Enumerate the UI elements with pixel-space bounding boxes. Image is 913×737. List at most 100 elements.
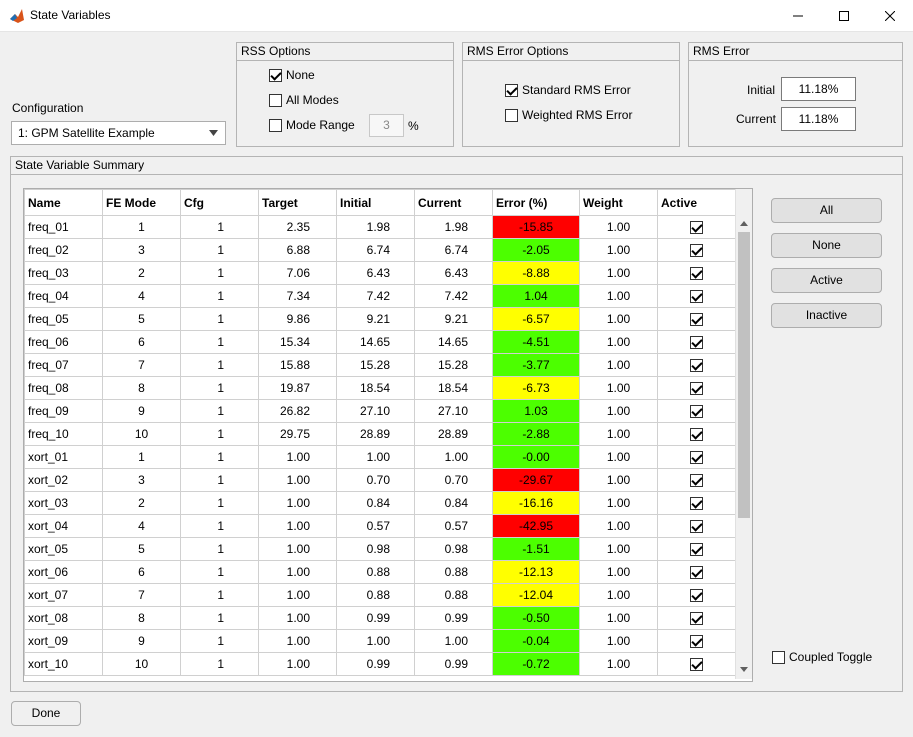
rss-none-checkbox[interactable] — [269, 69, 282, 82]
mode-range-value: 3 — [383, 118, 390, 132]
configuration-dropdown[interactable]: 1: GPM Satellite Example — [11, 121, 226, 145]
table-row[interactable]: xort_08 8 1 1.00 0.99 0.99 -0.50 1.00 — [24, 606, 736, 630]
cell-cfg: 1 — [180, 652, 259, 676]
cell-cfg: 1 — [180, 215, 259, 239]
active-checkbox[interactable] — [690, 635, 703, 649]
cell-weight: 1.00 — [579, 629, 658, 653]
active-checkbox[interactable] — [690, 336, 703, 350]
active-checkbox[interactable] — [690, 428, 703, 442]
column-header[interactable]: Target — [258, 189, 337, 216]
cell-weight: 1.00 — [579, 376, 658, 400]
column-header[interactable]: FE Mode — [102, 189, 181, 216]
active-checkbox[interactable] — [690, 244, 703, 258]
table-row[interactable]: xort_03 2 1 1.00 0.84 0.84 -16.16 1.00 — [24, 491, 736, 515]
select-none-button[interactable]: None — [771, 233, 882, 258]
column-header[interactable]: Error (%) — [492, 189, 580, 216]
table-row[interactable]: xort_07 7 1 1.00 0.88 0.88 -12.04 1.00 — [24, 583, 736, 607]
table-row[interactable]: xort_10 10 1 1.00 0.99 0.99 -0.72 1.00 — [24, 652, 736, 676]
rms-error-panel: RMS Error Initial 11.18% Current 11.18% — [688, 42, 903, 147]
column-header[interactable]: Current — [414, 189, 493, 216]
active-checkbox[interactable] — [690, 497, 703, 511]
weighted-rms-checkbox[interactable] — [505, 109, 518, 122]
scroll-down-icon[interactable] — [740, 667, 748, 672]
table-row[interactable]: freq_03 2 1 7.06 6.43 6.43 -8.88 1.00 — [24, 261, 736, 285]
active-checkbox[interactable] — [690, 221, 703, 235]
column-header[interactable]: Active — [657, 189, 736, 216]
cell-name: xort_10 — [24, 652, 103, 676]
column-header[interactable]: Cfg — [180, 189, 259, 216]
table-row[interactable]: xort_02 3 1 1.00 0.70 0.70 -29.67 1.00 — [24, 468, 736, 492]
cell-initial: 6.43 — [336, 261, 415, 285]
table-row[interactable]: xort_06 6 1 1.00 0.88 0.88 -12.13 1.00 — [24, 560, 736, 584]
table-row[interactable]: freq_08 8 1 19.87 18.54 18.54 -6.73 1.00 — [24, 376, 736, 400]
active-checkbox[interactable] — [690, 589, 703, 603]
table-row[interactable]: freq_02 3 1 6.88 6.74 6.74 -2.05 1.00 — [24, 238, 736, 262]
cell-current: 1.98 — [414, 215, 493, 239]
cell-active — [657, 491, 736, 515]
cell-initial: 0.98 — [336, 537, 415, 561]
table-row[interactable]: freq_04 4 1 7.34 7.42 7.42 1.04 1.00 — [24, 284, 736, 308]
active-checkbox[interactable] — [690, 313, 703, 327]
cell-error: -2.05 — [492, 238, 580, 262]
cell-target: 2.35 — [258, 215, 337, 239]
active-checkbox[interactable] — [690, 451, 703, 465]
active-checkbox[interactable] — [690, 405, 703, 419]
active-checkbox[interactable] — [690, 520, 703, 534]
summary-table-container: Name FE Mode Cfg Target Initial Current Error … — [23, 188, 753, 682]
table-scrollbar[interactable] — [735, 189, 752, 679]
table-row[interactable]: xort_05 5 1 1.00 0.98 0.98 -1.51 1.00 — [24, 537, 736, 561]
maximize-button[interactable] — [821, 0, 867, 31]
select-active-button[interactable]: Active — [771, 268, 882, 293]
cell-current: 28.89 — [414, 422, 493, 446]
minimize-button[interactable] — [775, 0, 821, 31]
table-row[interactable]: freq_07 7 1 15.88 15.28 15.28 -3.77 1.00 — [24, 353, 736, 377]
cell-target: 1.00 — [258, 629, 337, 653]
scroll-up-icon[interactable] — [740, 221, 748, 226]
cell-target: 1.00 — [258, 537, 337, 561]
active-checkbox[interactable] — [690, 290, 703, 304]
cell-current: 0.99 — [414, 606, 493, 630]
cell-weight: 1.00 — [579, 353, 658, 377]
table-row[interactable]: freq_06 6 1 15.34 14.65 14.65 -4.51 1.00 — [24, 330, 736, 354]
active-checkbox[interactable] — [690, 267, 703, 281]
table-row[interactable]: xort_01 1 1 1.00 1.00 1.00 -0.00 1.00 — [24, 445, 736, 469]
close-button[interactable] — [867, 0, 913, 31]
cell-weight: 1.00 — [579, 652, 658, 676]
rss-all-modes-checkbox[interactable] — [269, 94, 282, 107]
active-checkbox[interactable] — [690, 382, 703, 396]
cell-error: -8.88 — [492, 261, 580, 285]
done-button[interactable]: Done — [11, 701, 81, 726]
active-checkbox[interactable] — [690, 566, 703, 580]
table-row[interactable]: xort_04 4 1 1.00 0.57 0.57 -42.95 1.00 — [24, 514, 736, 538]
standard-rms-label: Standard RMS Error — [522, 83, 631, 97]
cell-initial: 7.42 — [336, 284, 415, 308]
column-header[interactable]: Initial — [336, 189, 415, 216]
configuration-selected: 1: GPM Satellite Example — [18, 126, 155, 140]
table-row[interactable]: freq_09 9 1 26.82 27.10 27.10 1.03 1.00 — [24, 399, 736, 423]
scrollbar-thumb[interactable] — [738, 232, 750, 518]
cell-target: 9.86 — [258, 307, 337, 331]
active-checkbox[interactable] — [690, 612, 703, 626]
cell-initial: 6.74 — [336, 238, 415, 262]
table-row[interactable]: xort_09 9 1 1.00 1.00 1.00 -0.04 1.00 — [24, 629, 736, 653]
active-checkbox[interactable] — [690, 474, 703, 488]
cell-active — [657, 468, 736, 492]
rss-mode-range-checkbox[interactable] — [269, 119, 282, 132]
cell-active — [657, 445, 736, 469]
coupled-toggle-checkbox[interactable] — [772, 651, 785, 664]
active-checkbox[interactable] — [690, 543, 703, 557]
table-row[interactable]: freq_10 10 1 29.75 28.89 28.89 -2.88 1.00 — [24, 422, 736, 446]
cell-cfg: 1 — [180, 284, 259, 308]
table-row[interactable]: freq_01 1 1 2.35 1.98 1.98 -15.85 1.00 — [24, 215, 736, 239]
column-header[interactable]: Name — [24, 189, 103, 216]
active-checkbox[interactable] — [690, 658, 703, 672]
cell-weight: 1.00 — [579, 583, 658, 607]
column-header[interactable]: Weight — [579, 189, 658, 216]
table-row[interactable]: freq_05 5 1 9.86 9.21 9.21 -6.57 1.00 — [24, 307, 736, 331]
standard-rms-checkbox[interactable] — [505, 84, 518, 97]
mode-range-input[interactable]: 3 — [369, 114, 404, 137]
select-all-button[interactable]: All — [771, 198, 882, 223]
cell-name: freq_05 — [24, 307, 103, 331]
select-inactive-button[interactable]: Inactive — [771, 303, 882, 328]
active-checkbox[interactable] — [690, 359, 703, 373]
